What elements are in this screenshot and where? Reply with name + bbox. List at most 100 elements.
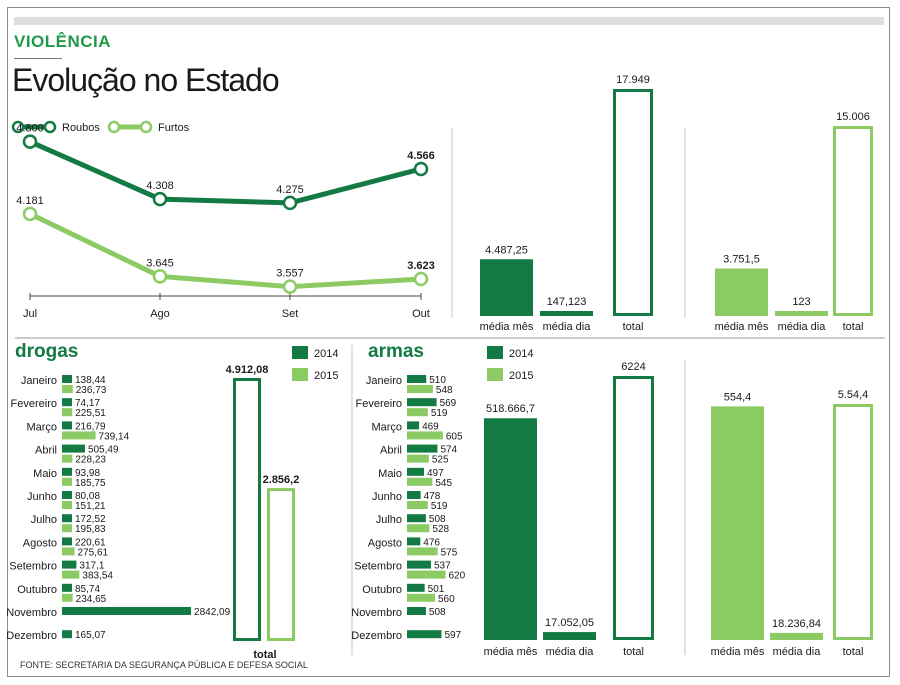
bar-category-label: média dia (773, 646, 822, 658)
month-value-label: 575 (441, 547, 458, 558)
month-label: Maio (33, 468, 57, 480)
bar-category-label: média dia (543, 321, 592, 333)
bar-value-label: 4.487,25 (485, 244, 528, 256)
month-value-label: 739,14 (99, 431, 130, 442)
total-bar-2014 (233, 378, 261, 641)
bar-category-label: média mês (711, 646, 765, 658)
month-bar (62, 375, 72, 383)
bar-category-label: total (623, 646, 644, 658)
total-bar-2015 (267, 488, 295, 641)
month-value-label: 528 (432, 524, 449, 535)
month-bar (62, 607, 192, 615)
legend-label: 2014 (314, 348, 338, 360)
month-label: Janeiro (21, 375, 57, 387)
x-tick-label: Set (282, 308, 299, 320)
data-label: 4.308 (146, 180, 174, 192)
month-value-label: 597 (444, 630, 461, 641)
bar-total (613, 376, 654, 640)
month-label: Fevereiro (11, 398, 57, 410)
month-bar (62, 537, 73, 546)
month-value-label: 275,61 (78, 547, 109, 558)
month-bar (62, 385, 73, 393)
bar-value-label: 5.54,4 (838, 389, 869, 401)
bar-value-label: 518.666,7 (486, 403, 535, 415)
bar-category-label: média mês (480, 321, 534, 333)
month-label: Junho (372, 491, 402, 503)
month-value-label: 2842,09 (194, 607, 231, 618)
data-point (413, 161, 429, 177)
legend-label: 2015 (314, 370, 338, 382)
x-tick-label: Ago (150, 308, 170, 320)
month-label: Agosto (368, 537, 402, 549)
month-label: Setembro (354, 561, 402, 573)
data-point (152, 269, 168, 284)
month-value-label: 172,52 (75, 514, 106, 525)
month-label: Março (26, 421, 57, 433)
month-value-label: 185,75 (75, 478, 106, 489)
month-value-label: 574 (440, 445, 457, 456)
month-value-label: 620 (449, 571, 466, 582)
bar-media-dia (770, 632, 823, 640)
month-label: Maio (378, 468, 402, 480)
chart-title-armas: armas (368, 341, 424, 362)
month-bar (62, 501, 72, 509)
bar-media-mes (484, 418, 537, 640)
month-label: Novembro (6, 607, 57, 619)
month-value-label: 560 (438, 594, 455, 605)
data-point (282, 279, 298, 294)
legend-label-roubos: Roubos (62, 122, 100, 134)
legend-swatch (292, 346, 308, 359)
series-line-furtos (28, 211, 422, 290)
bar-category-label: média dia (778, 321, 827, 333)
data-label: 3.645 (146, 257, 174, 269)
page-frame (7, 7, 890, 677)
month-value-label: 383,54 (82, 571, 113, 582)
bar-media-dia (543, 632, 596, 640)
month-bar (407, 560, 431, 569)
data-point (22, 134, 38, 149)
data-label: 3.557 (276, 268, 304, 280)
month-bar (407, 444, 438, 453)
legend-swatch (292, 368, 308, 381)
month-value-label: 508 (429, 514, 446, 525)
bar-value-label: 123 (792, 296, 810, 308)
month-value-label: 469 (422, 421, 439, 432)
month-value-label: 510 (429, 375, 446, 386)
bar-media-mes (480, 259, 533, 316)
month-bar (407, 583, 425, 592)
data-label: 4.800 (16, 123, 44, 135)
month-label: Novembro (351, 607, 402, 619)
bar-category-label: média mês (484, 646, 538, 658)
bar-category-label: total (623, 321, 644, 333)
month-bar (62, 467, 72, 476)
x-tick-label: Out (412, 308, 430, 320)
month-value-label: 537 (434, 561, 451, 572)
month-bar (407, 630, 442, 639)
top-bar (14, 17, 884, 25)
month-bar (407, 501, 428, 509)
bar-value-label: 6224 (621, 361, 645, 373)
series-line-roubos (28, 139, 422, 206)
month-bar (407, 454, 429, 463)
month-bar (407, 547, 438, 556)
month-bar (62, 560, 77, 569)
month-value-label: 80,08 (75, 491, 100, 502)
month-label: Dezembro (6, 630, 57, 642)
month-bar (407, 524, 430, 533)
legend-label: 2015 (509, 370, 533, 382)
x-tick-label: Jul (23, 308, 37, 320)
month-bar (62, 477, 72, 486)
total-value-label: 4.912,08 (226, 364, 269, 376)
month-label: Janeiro (366, 375, 402, 387)
month-bar (407, 607, 426, 615)
month-bar (62, 583, 72, 592)
month-value-label: 165,07 (75, 630, 106, 641)
month-label: Julho (31, 514, 57, 526)
bar-category-label: total (843, 646, 864, 658)
month-value-label: 93,98 (75, 468, 100, 479)
legend-marker (107, 120, 121, 134)
month-value-label: 228,23 (75, 455, 106, 466)
month-value-label: 74,17 (75, 398, 100, 409)
month-bar (62, 444, 85, 453)
